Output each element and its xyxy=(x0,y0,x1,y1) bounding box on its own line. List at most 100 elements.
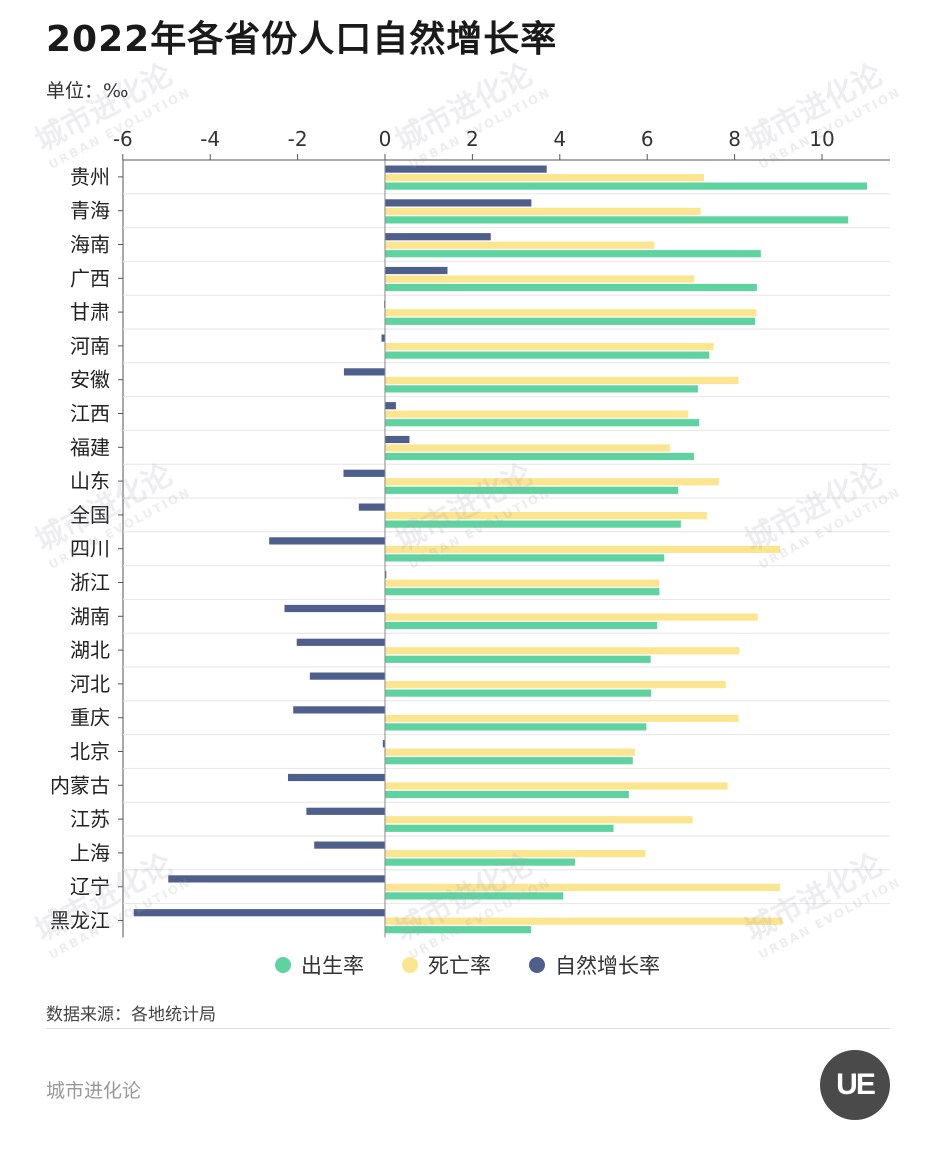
x-tick-label: 8 xyxy=(728,127,741,151)
bar-birth xyxy=(385,182,868,190)
bar-death xyxy=(385,917,783,925)
bar-growth xyxy=(293,706,385,714)
bar-growth xyxy=(385,402,396,410)
bar-growth xyxy=(287,773,385,782)
bar-growth xyxy=(269,537,385,545)
legend-item-death[interactable]: 死亡率 xyxy=(402,950,491,980)
category-label: 全国 xyxy=(70,503,110,527)
x-tick-label: 4 xyxy=(553,127,566,151)
category-label: 福建 xyxy=(70,435,110,459)
bar-growth xyxy=(358,503,385,511)
bar-death xyxy=(385,613,758,621)
category-label: 河北 xyxy=(70,672,110,696)
unit-label: 单位：‰ xyxy=(46,80,129,102)
bar-death xyxy=(385,545,781,553)
bar-birth xyxy=(385,283,757,292)
bar-death xyxy=(385,714,739,722)
category-label: 甘肃 xyxy=(70,300,110,324)
bar-death xyxy=(385,207,701,215)
chart-legend: 出生率 死亡率 自然增长率 xyxy=(0,950,935,980)
legend-label-birth: 出生率 xyxy=(301,954,364,978)
bar-birth xyxy=(385,216,849,224)
bar-growth xyxy=(296,638,385,646)
bar-birth xyxy=(385,621,658,630)
legend-label-death: 死亡率 xyxy=(428,954,491,978)
bar-growth xyxy=(309,672,385,680)
bar-growth xyxy=(314,841,385,849)
page-title: 2022年各省份人口自然增长率 xyxy=(46,19,558,60)
brand-logo: UE xyxy=(820,1050,890,1120)
bar-growth xyxy=(343,368,385,376)
bar-death xyxy=(385,816,693,824)
bar-death xyxy=(385,850,646,858)
bar-birth xyxy=(385,520,681,528)
x-tick-label: -2 xyxy=(288,127,308,151)
bar-growth xyxy=(381,334,385,342)
bar-growth xyxy=(382,740,385,748)
bar-growth xyxy=(306,807,385,815)
legend-item-growth[interactable]: 自然增长率 xyxy=(529,950,660,980)
bar-growth xyxy=(385,266,448,275)
category-label: 内蒙古 xyxy=(50,773,110,797)
category-label: 江西 xyxy=(70,402,110,426)
bar-growth xyxy=(385,165,547,173)
data-source: 数据来源：各地统计局 xyxy=(46,1005,216,1025)
bar-birth xyxy=(385,419,700,427)
bar-growth xyxy=(385,233,491,241)
bar-growth xyxy=(133,909,385,917)
bar-birth xyxy=(385,655,651,663)
bar-birth xyxy=(385,824,614,832)
bar-death xyxy=(385,309,757,317)
bar-chart: -6 -4 -2 0 2 4 6 8 10 贵州青海海南广西甘肃河南安徽江西福建山东全国四川浙江湖… xyxy=(50,127,890,938)
legend-label-growth: 自然增长率 xyxy=(555,954,660,978)
category-label: 贵州 xyxy=(70,165,110,189)
category-label: 湖南 xyxy=(70,604,110,628)
x-tick-label: -4 xyxy=(200,127,220,151)
category-label: 海南 xyxy=(70,233,110,257)
bar-growth xyxy=(385,571,387,579)
category-label: 上海 xyxy=(70,841,110,865)
bar-growth xyxy=(385,199,532,207)
bar-birth xyxy=(385,790,629,799)
category-label: 四川 xyxy=(70,537,110,561)
category-label: 重庆 xyxy=(70,706,110,730)
bar-death xyxy=(385,444,670,452)
bar-death xyxy=(385,782,728,790)
x-tick-label: 2 xyxy=(466,127,479,151)
category-label: 山东 xyxy=(70,469,110,493)
category-label: 北京 xyxy=(70,740,110,764)
logo-text: UE xyxy=(836,1068,876,1101)
bar-birth xyxy=(385,452,694,461)
category-label: 辽宁 xyxy=(70,875,110,899)
category-label: 青海 xyxy=(70,199,110,223)
legend-item-birth[interactable]: 出生率 xyxy=(275,950,364,980)
bar-birth xyxy=(385,588,660,596)
bar-death xyxy=(385,478,719,486)
footer-brand: 城市进化论 xyxy=(46,1080,142,1102)
bar-death xyxy=(385,512,708,520)
bar-death xyxy=(385,647,740,655)
bar-growth xyxy=(168,875,385,883)
category-label: 广西 xyxy=(70,266,110,290)
bar-growth xyxy=(385,435,410,444)
bar-birth xyxy=(385,250,761,258)
bar-birth xyxy=(385,689,652,697)
bar-birth xyxy=(385,858,576,866)
category-label: 安徽 xyxy=(70,368,110,392)
category-label: 江苏 xyxy=(70,807,110,831)
bar-growth xyxy=(343,469,385,477)
bar-death xyxy=(385,748,635,756)
bar-birth xyxy=(385,486,679,494)
category-label: 河南 xyxy=(70,334,110,358)
bar-death xyxy=(385,376,739,384)
bar-death xyxy=(385,241,655,249)
footer-divider xyxy=(46,1028,890,1029)
category-label: 湖北 xyxy=(70,638,110,662)
legend-dot-death xyxy=(402,957,418,973)
x-tick-label: 10 xyxy=(809,127,834,151)
bar-death xyxy=(385,681,726,689)
legend-dot-growth xyxy=(529,957,545,973)
x-tick-label: 6 xyxy=(641,127,654,151)
bar-death xyxy=(385,579,659,587)
bar-death xyxy=(385,343,714,351)
